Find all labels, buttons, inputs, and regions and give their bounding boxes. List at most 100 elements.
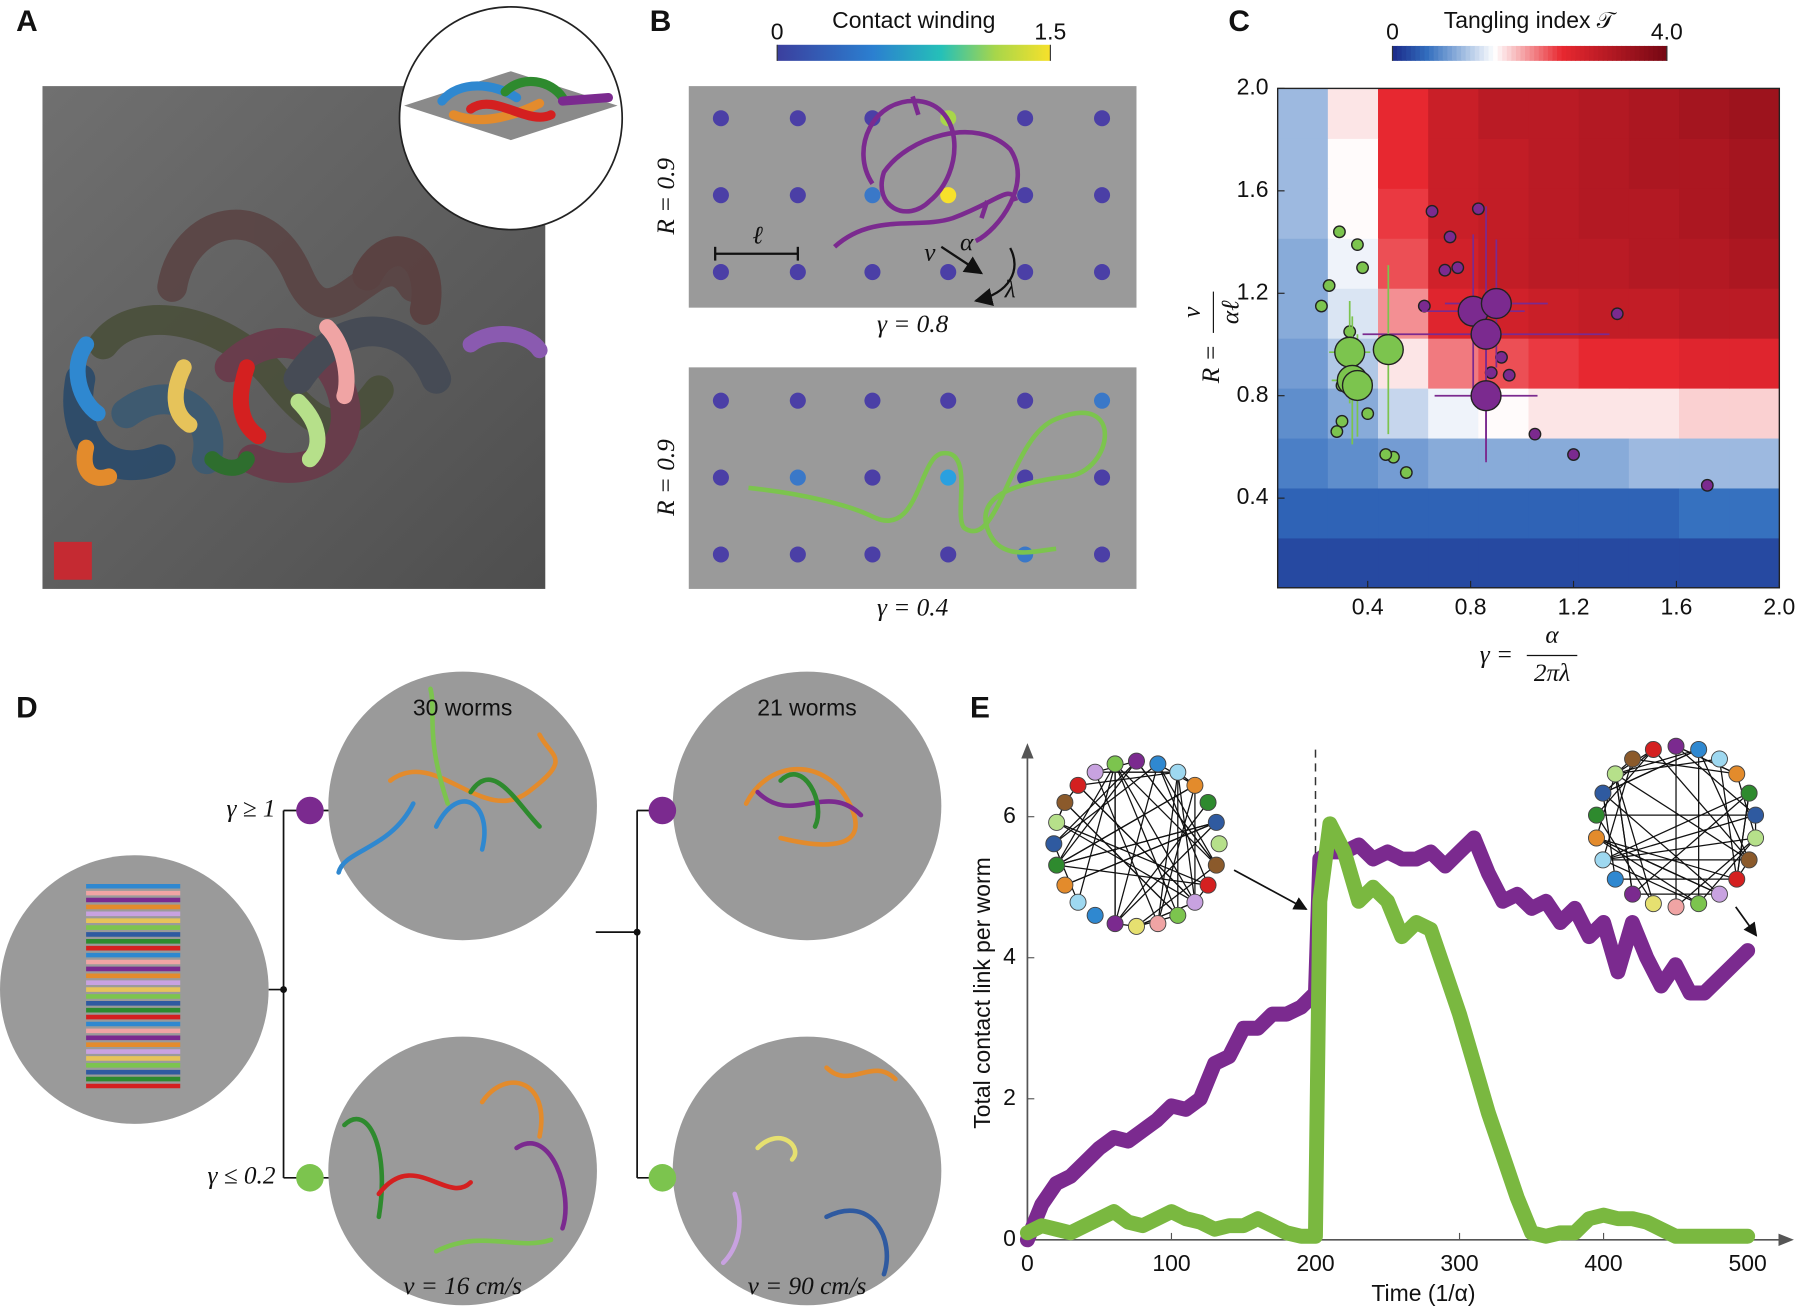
network-node [1069,893,1087,911]
colorbar-segment [1433,45,1439,61]
heatmap-cell [1729,188,1780,239]
network-node [1069,776,1087,794]
network-node [1644,740,1662,758]
network-edge [1632,792,1750,895]
heatmap-cell [1277,88,1329,139]
network-node [1624,750,1642,768]
heatmap-cell [1528,487,1580,539]
colorbar-segment [1593,45,1599,61]
network-node [1644,895,1662,913]
colorbar-segment [1643,45,1650,61]
data-line [1019,830,1756,1248]
scatter-point [1379,448,1393,462]
colorbar-segment [1538,45,1544,61]
heatmap-cell [1277,188,1329,239]
r-label: R = 0.9 [652,158,680,236]
heatmap-cell [1679,238,1730,289]
colorbar-label: Tangling index 𝒯 [1444,7,1618,33]
heatmap-cell [1679,338,1730,389]
colorbar-tick-label: 0 [771,18,784,44]
colorbar-segment [1648,45,1654,61]
network-node [1207,813,1225,831]
network-edge [1064,801,1179,916]
heatmap-cell [1378,188,1429,239]
scatter-point [1567,448,1580,462]
heatmap-cell [1578,537,1630,589]
colorbar-segment [1406,45,1412,61]
network-edge [1602,758,1634,861]
data-line [1019,816,1756,1244]
heatmap-cell [1679,88,1730,139]
x-tick-label: 0.4 [1352,593,1384,619]
scatter-point [1341,369,1374,402]
network-edge [1157,763,1209,886]
heatmap-cell [1378,437,1429,489]
heatmap-cell [1729,88,1780,139]
network-node [1106,755,1124,773]
colorbar-segment [1534,45,1540,61]
network-node [1207,856,1225,874]
heatmap-cell [1729,338,1780,389]
network-node [1056,793,1074,811]
heatmap-cell [1729,437,1780,489]
heatmap-cell [1578,88,1630,139]
y-tick-label: 6 [1003,802,1016,828]
heatmap-cell [1628,338,1680,389]
condition-label: γ ≤ 0.2 [208,1162,276,1190]
colorbar-segment [1397,45,1403,61]
heatmap-cell [1428,537,1479,589]
network-edge [1595,773,1616,839]
y-tick-label: 0.8 [1237,381,1269,407]
v-label: v [924,239,936,267]
network-edge [1157,785,1196,924]
colorbar-segment [1502,45,1508,61]
colorbar-segment [1451,45,1458,61]
gamma-label: γ = 0.4 [877,593,949,621]
network-node [1186,893,1204,911]
network-node [1594,851,1612,869]
colorbar-segment [1456,45,1462,61]
network-node [1106,915,1124,933]
scatter-point [1480,287,1512,320]
x-tick-label: 100 [1152,1250,1190,1276]
network-edge [1114,763,1217,866]
network-edge [1056,821,1217,866]
heatmap-cell [1428,338,1479,389]
heatmap-cell [1378,138,1429,189]
heatmap-cell [1628,388,1680,439]
colorbar-segment [1392,45,1398,61]
network-node [1149,755,1167,773]
network-edge [1675,745,1738,775]
network-node [1199,793,1217,811]
x-tick-label: 500 [1728,1250,1766,1276]
network-node [1690,740,1708,758]
colorbar-segment [1410,45,1416,61]
heatmap-cell [1277,388,1329,439]
panel-e: 0 100 200 300 400 500 0 2 4 6 Time (1/α) Total cont… [969,743,1794,1306]
heatmap-cell [1628,487,1680,539]
heatmap-cell [1528,288,1580,339]
network-node [1149,915,1167,933]
colorbar-segment [1616,45,1622,61]
panel-c: Tangling index 𝒯 0 4.0 0.4 0.8 1.2 1.6 2.0 0.4 0.… [1178,7,1796,687]
scatter-point [1528,427,1542,441]
heatmap-cell [1428,88,1479,139]
heatmap-cell [1729,138,1780,189]
colorbar-segment [1566,45,1572,61]
scatter-point [1372,334,1404,366]
colorbar-segment [1438,45,1444,61]
colorbar-segment [1511,45,1517,61]
scatter-point [1425,204,1439,218]
network-edge [1056,760,1137,866]
network-node [1086,906,1104,924]
speed-label: v = 16 cm/s [403,1272,522,1300]
heatmap-cell [1679,537,1730,589]
scatter-point [1356,261,1370,275]
colorbar-segment [1543,45,1549,61]
network-edge [1056,821,1196,903]
heatmap-cell [1327,537,1379,589]
colorbar-segment [1547,45,1554,61]
scatter-point [1470,318,1502,350]
network-edge [1077,763,1116,903]
scatter-point [1484,366,1498,380]
